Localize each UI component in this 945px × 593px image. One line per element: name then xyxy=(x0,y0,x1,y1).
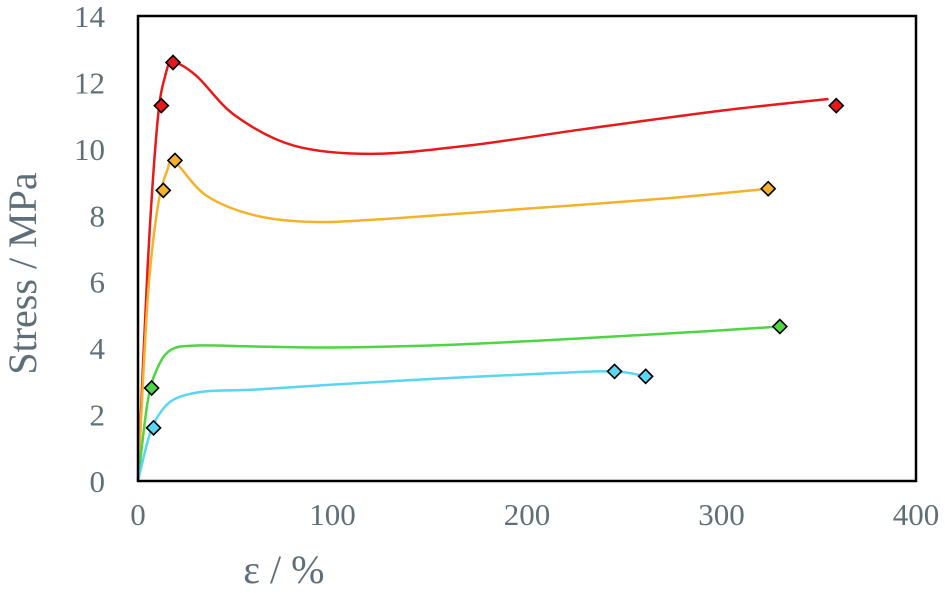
plot-area-frame xyxy=(136,14,918,483)
y-tick-label: 8 xyxy=(90,198,106,233)
series-3-point xyxy=(143,379,160,397)
series-4-point xyxy=(637,368,654,385)
series-2-point xyxy=(155,182,172,199)
y-tick-label: 12 xyxy=(74,65,105,100)
y-axis-tick-labels: 0 2 4 6 8 10 12 14 xyxy=(74,0,106,499)
y-tick-label: 14 xyxy=(74,0,106,34)
x-tick-label: 400 xyxy=(893,497,940,532)
y-tick-label: 10 xyxy=(74,132,105,167)
y-tick-label: 6 xyxy=(90,265,106,300)
x-axis-tick-labels: 0 100 200 300 400 xyxy=(130,497,939,532)
series-markers xyxy=(143,54,845,436)
series-curves xyxy=(136,61,829,482)
x-tick-label: 300 xyxy=(698,497,745,532)
series-1-point xyxy=(153,97,170,114)
series-4-point xyxy=(145,419,162,436)
series-4-line xyxy=(136,370,646,482)
series-2-point xyxy=(166,152,184,169)
series-1-point xyxy=(164,54,182,71)
series-4-point xyxy=(606,363,623,380)
x-tick-label: 200 xyxy=(504,497,551,532)
y-axis-title: Stress / MPa xyxy=(0,172,45,374)
y-tick-label: 4 xyxy=(90,331,106,366)
series-3-point xyxy=(771,318,788,335)
x-tick-label: 0 xyxy=(130,497,146,532)
series-2-point xyxy=(760,180,777,197)
series-1-line xyxy=(136,61,829,482)
series-1-point xyxy=(828,97,845,114)
x-axis-title: ε / % xyxy=(243,547,324,592)
series-3-line xyxy=(136,325,780,482)
y-tick-label: 0 xyxy=(90,464,106,499)
x-tick-label: 100 xyxy=(309,497,356,532)
y-tick-label: 2 xyxy=(90,398,106,433)
series-2-line xyxy=(136,159,769,482)
